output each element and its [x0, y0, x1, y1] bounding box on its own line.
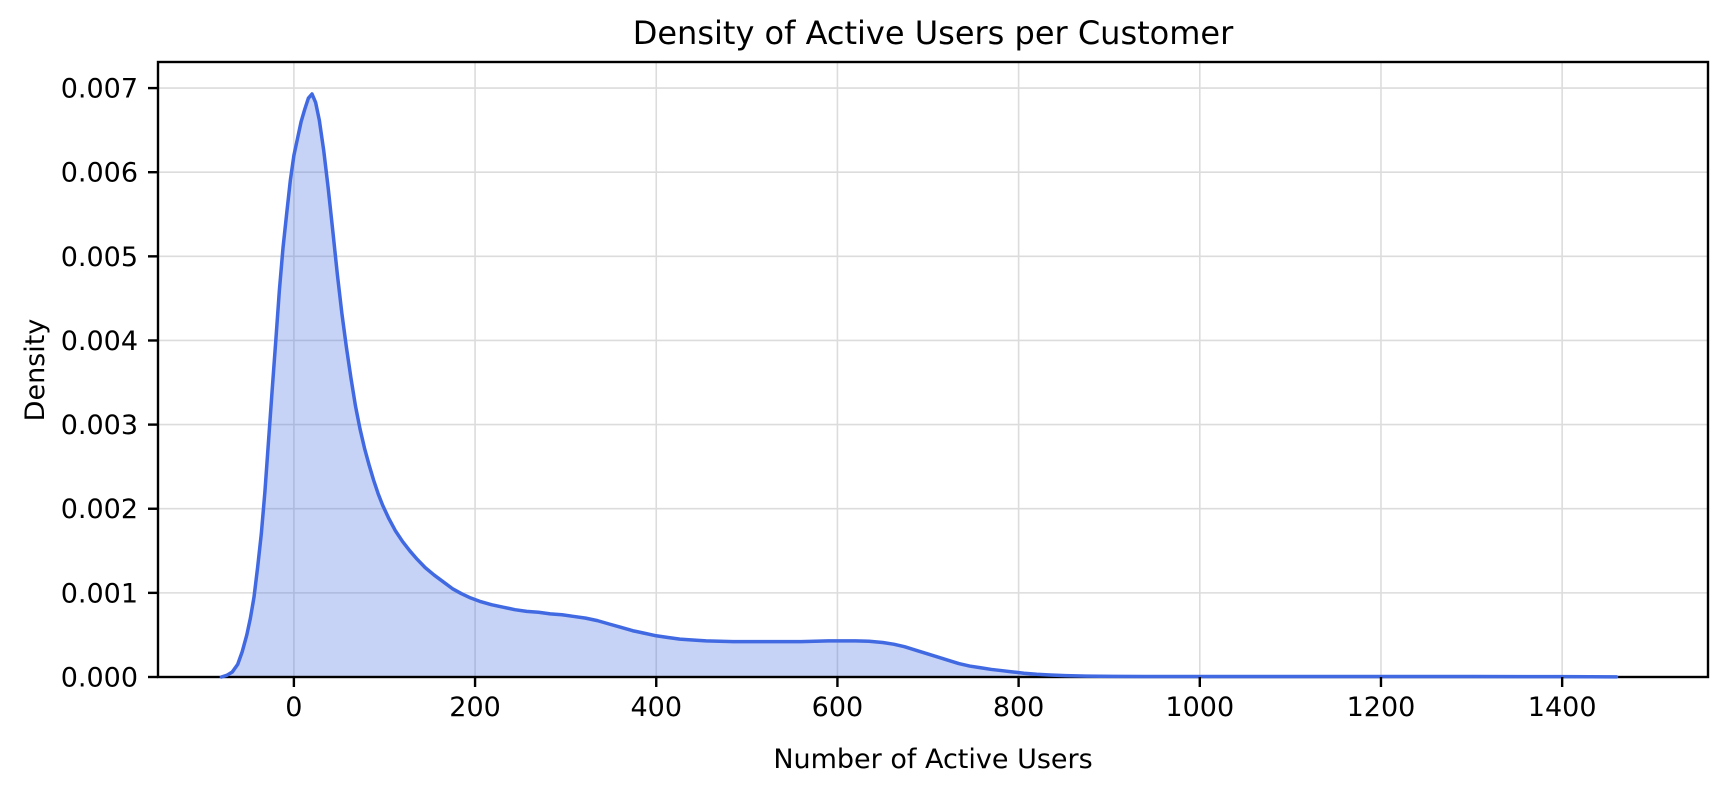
- y-tick-label: 0.007: [61, 74, 138, 105]
- kde-line-path: [219, 92, 1619, 679]
- x-tick-label: 600: [812, 692, 864, 723]
- x-tick-label: 1400: [1528, 692, 1597, 723]
- axes-spines: [156, 60, 1710, 679]
- y-tick-label: 0.000: [61, 663, 138, 694]
- plot-frame: [156, 60, 1710, 679]
- x-tick-labels: 0 200 400 600 800 1000 1200 1400: [285, 692, 1596, 723]
- x-tick-label: 1200: [1347, 692, 1416, 723]
- x-axis-label: Number of Active Users: [773, 744, 1092, 775]
- y-tick-label: 0.005: [61, 242, 138, 273]
- y-tick-label: 0.003: [61, 410, 138, 441]
- x-tick-label: 1000: [1165, 692, 1234, 723]
- x-tick-label: 800: [993, 692, 1045, 723]
- x-tick-label: 0: [285, 692, 302, 723]
- y-tick-label: 0.001: [61, 578, 138, 609]
- y-tick-label: 0.002: [61, 494, 138, 525]
- kde-fill-path: [221, 93, 1617, 678]
- axis-ticks: [148, 86, 1564, 687]
- kde-curve: [219, 92, 1619, 679]
- y-tick-labels: 0.000 0.001 0.002 0.003 0.004 0.005 0.006 0.007: [61, 74, 138, 694]
- y-axis-label: Density: [20, 319, 51, 422]
- grid-lines: [158, 62, 1708, 678]
- y-tick-label: 0.006: [61, 158, 138, 189]
- chart-title: Density of Active Users per Customer: [633, 14, 1234, 52]
- x-tick-label: 200: [449, 692, 501, 723]
- kde-area-fill: [221, 93, 1617, 678]
- y-tick-label: 0.004: [61, 326, 138, 357]
- x-tick-label: 400: [630, 692, 682, 723]
